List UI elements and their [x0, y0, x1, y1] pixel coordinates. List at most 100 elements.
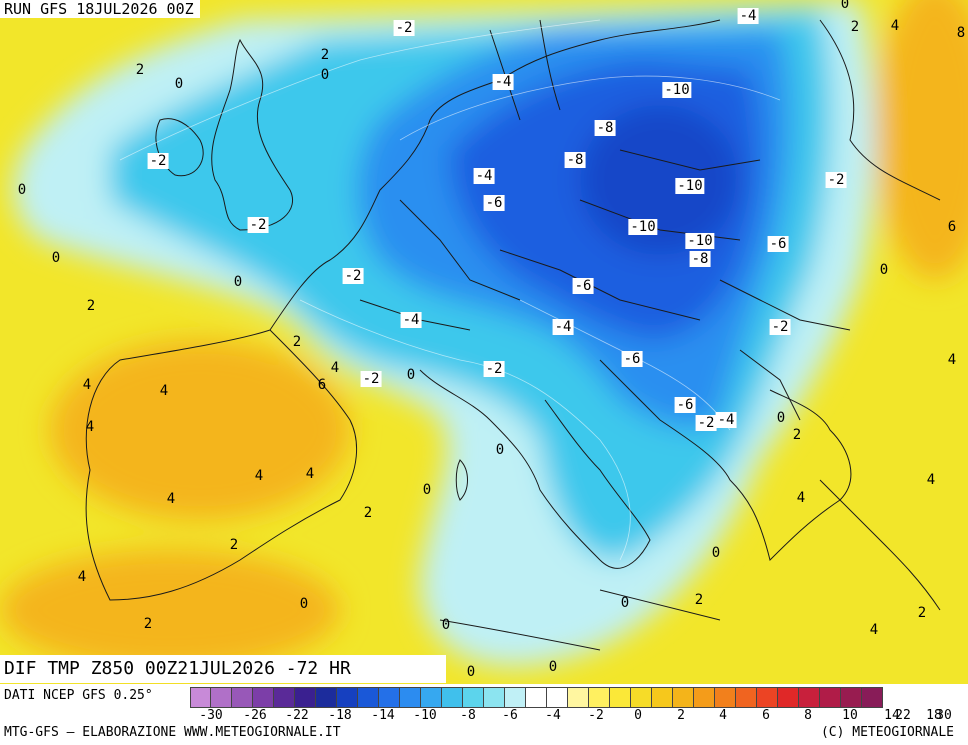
contour-label: -4 [473, 168, 495, 184]
contour-label: 0 [548, 659, 558, 675]
color-swatch [694, 687, 715, 708]
color-swatch [778, 687, 799, 708]
contour-label: -10 [685, 233, 715, 249]
color-swatch [610, 687, 631, 708]
contour-label: 0 [879, 262, 889, 278]
contour-label: 0 [233, 274, 243, 290]
contour-label: -8 [689, 251, 711, 267]
contour-label: 0 [406, 367, 416, 383]
north-africa-warm-area [0, 550, 340, 670]
contour-label: 2 [917, 605, 927, 621]
color-swatch [505, 687, 526, 708]
map-canvas [0, 0, 968, 684]
contour-label: 4 [305, 466, 315, 482]
contour-label: 0 [495, 442, 505, 458]
color-scale-tick: 10 [842, 708, 858, 723]
contour-label: -6 [621, 351, 643, 367]
color-swatch [337, 687, 358, 708]
color-swatch [274, 687, 295, 708]
contour-label: 0 [17, 182, 27, 198]
contour-label: 2 [86, 298, 96, 314]
color-scale-tick: -4 [545, 708, 561, 723]
color-swatch [526, 687, 547, 708]
color-swatch [715, 687, 736, 708]
color-swatch [232, 687, 253, 708]
contour-label: -2 [342, 268, 364, 284]
contour-label: -6 [767, 236, 789, 252]
contour-label: 4 [890, 18, 900, 34]
contour-label: 0 [840, 0, 850, 12]
contour-label: -8 [564, 152, 586, 168]
color-scale-tick: -30 [199, 708, 223, 723]
contour-label: 2 [694, 592, 704, 608]
contour-label: 2 [363, 505, 373, 521]
contour-label: 0 [466, 664, 476, 680]
coastlines [85, 19, 941, 651]
contour-label: 2 [792, 427, 802, 443]
contour-label: -4 [400, 312, 422, 328]
color-swatch [253, 687, 274, 708]
color-scale-tick: 22 [895, 708, 911, 723]
color-swatch [400, 687, 421, 708]
contour-label: -2 [147, 153, 169, 169]
color-scale-tick: -10 [413, 708, 437, 723]
contour-label: 6 [317, 377, 327, 393]
color-scale-tick: 8 [804, 708, 812, 723]
contour-label: 4 [85, 419, 95, 435]
contour-label: 4 [796, 490, 806, 506]
credit-left: MTG-GFS — ELABORAZIONE WWW.METEOGIORNALE… [4, 725, 341, 740]
contour-label: -4 [492, 74, 514, 90]
contour-label: -4 [552, 319, 574, 335]
contour-label: 4 [166, 491, 176, 507]
color-scale-tick: -22 [285, 708, 309, 723]
contour-label: -2 [393, 20, 415, 36]
color-scale-tick: 18 [926, 708, 942, 723]
color-scale-ticks: -30 -26 -22 -18 -14 -10 -8 -6 -4 -2 0 2 4 6 8 10 14 18 22 3… [0, 708, 968, 724]
contour-label: 4 [77, 569, 87, 585]
contour-label: -2 [247, 217, 269, 233]
color-swatch [484, 687, 505, 708]
temperature-anomaly-map: -2 -4 0 2 4 8 2 0 2 0 -4 -10 -8 -2 -8 -4 -2 -10 0 -6 -2 -10 6 -… [0, 0, 968, 684]
contour-label: 4 [926, 472, 936, 488]
color-swatch [190, 687, 211, 708]
color-scale-tick: 6 [762, 708, 770, 723]
contour-label: -6 [572, 278, 594, 294]
contour-label: -10 [662, 82, 692, 98]
contour-label: -10 [628, 219, 658, 235]
contour-label: 6 [947, 219, 957, 235]
contour-label: 2 [229, 537, 239, 553]
color-scale-tick: -6 [502, 708, 518, 723]
contour-label: 4 [82, 377, 92, 393]
color-swatch [757, 687, 778, 708]
color-swatch [568, 687, 589, 708]
color-scale-tick: -2 [588, 708, 604, 723]
contour-label: 4 [869, 622, 879, 638]
color-swatch [589, 687, 610, 708]
contour-label: 0 [320, 67, 330, 83]
color-swatch [316, 687, 337, 708]
contour-label: -10 [675, 178, 705, 194]
color-swatch [673, 687, 694, 708]
contour-label: 2 [320, 47, 330, 63]
contour-label: 0 [620, 595, 630, 611]
color-swatch [862, 687, 883, 708]
contour-label: -2 [769, 319, 791, 335]
color-swatch [631, 687, 652, 708]
color-swatch [211, 687, 232, 708]
contour-label: 4 [947, 352, 957, 368]
contour-label: 2 [292, 334, 302, 350]
contour-label: 4 [254, 468, 264, 484]
contour-label: 4 [159, 383, 169, 399]
legend-footer: DATI NCEP GFS 0.25° -30 -26 -22 -18 -14 -10 -8… [0, 684, 968, 745]
contour-label: -2 [825, 172, 847, 188]
contour-label: -6 [483, 195, 505, 211]
east-warm-area [875, 0, 968, 280]
data-source-label: DATI NCEP GFS 0.25° [4, 688, 153, 703]
color-scale-tick: 2 [677, 708, 685, 723]
run-title: RUN GFS 18JUL2026 00Z [0, 0, 200, 18]
color-scale-tick: -8 [460, 708, 476, 723]
contour-label: 8 [956, 25, 966, 41]
color-swatch [841, 687, 862, 708]
contour-label: 0 [51, 250, 61, 266]
color-scale-tick: 0 [634, 708, 642, 723]
